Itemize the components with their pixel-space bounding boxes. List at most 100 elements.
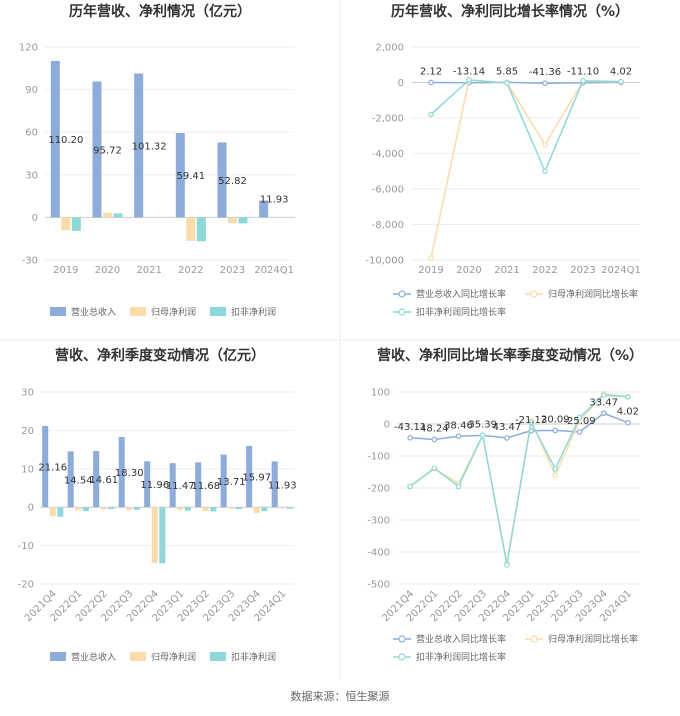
series-point-0: [542, 80, 548, 87]
legend-label: 归母净利润同比增长率: [548, 633, 638, 645]
series-point-1: [552, 472, 559, 479]
bar-0: [246, 445, 253, 508]
legend-swatch: [50, 307, 66, 316]
data-label: 21.16: [38, 463, 67, 474]
bar-2: [184, 507, 191, 511]
legend-label: 扣非净利润: [231, 306, 276, 318]
series-point-1: [428, 255, 434, 262]
bar-1: [228, 217, 237, 224]
y-tick-label: -2,000: [372, 114, 404, 125]
chart-title: 营收、净利同比增长率季度变动情况（%）: [377, 347, 643, 364]
data-label: 110.20: [48, 135, 83, 146]
y-tick-label: -20: [18, 580, 34, 591]
legend-marker: [398, 653, 406, 661]
chart-title: 历年营收、净利同比增长率情况（%）: [391, 3, 629, 20]
series-point-2: [504, 561, 510, 568]
legend-label: 营业总收入同比增长率: [416, 288, 506, 300]
legend-swatch: [50, 652, 66, 661]
x-tick-label: 2021: [494, 265, 519, 276]
bar-1: [75, 507, 82, 511]
legend-label: 营业总收入: [71, 651, 116, 663]
bar-0: [259, 200, 269, 218]
data-label: -13.14: [453, 67, 485, 78]
series-point-0: [552, 427, 559, 434]
series-point-2: [479, 432, 486, 439]
data-label: -21.13: [515, 415, 547, 426]
series-point-2: [504, 80, 510, 86]
bar-2: [159, 507, 166, 564]
data-label: -41.36: [529, 67, 561, 78]
series-point-2: [528, 419, 534, 426]
legend-label: 营业总收入同比增长率: [416, 633, 506, 645]
data-label: 11.68: [191, 481, 220, 492]
x-tick-label: 2019: [53, 265, 78, 276]
y-tick-label: 0: [32, 213, 38, 224]
data-label: 59.41: [177, 171, 206, 182]
legend-label: 营业总收入: [71, 306, 116, 318]
bar-2: [113, 213, 123, 218]
bar-2: [108, 507, 115, 510]
series-point-2: [625, 393, 631, 400]
data-label: -43.11: [394, 422, 426, 433]
legend-marker: [530, 635, 538, 643]
y-tick-label: 60: [25, 128, 38, 139]
legend-label: 归母净利润同比增长率: [548, 288, 638, 300]
bar-1: [279, 507, 286, 509]
data-label: 43.47: [493, 422, 522, 433]
y-tick-label: -400: [367, 548, 390, 559]
legend-marker: [398, 308, 406, 316]
series-point-0: [576, 429, 583, 435]
y-tick-label: 0: [384, 420, 390, 431]
bar-0: [217, 142, 227, 218]
y-tick-label: 20: [21, 426, 34, 437]
bar-1: [253, 507, 260, 513]
x-tick-label: 2022: [532, 265, 557, 276]
data-label: 95.72: [93, 145, 122, 156]
y-tick-label: -30: [22, 256, 38, 267]
data-label: 14.54: [64, 475, 93, 486]
bar-1: [202, 507, 209, 512]
bar-1: [228, 507, 235, 509]
bar-1: [177, 507, 184, 510]
series-point-2: [407, 483, 413, 490]
bar-1: [49, 507, 56, 517]
y-tick-label: 120: [19, 43, 38, 54]
x-tick-label: 2020: [95, 265, 120, 276]
series-point-2: [618, 78, 624, 85]
data-label: 2.12: [420, 66, 442, 77]
legend-swatch: [210, 307, 226, 316]
series-point-0: [407, 434, 413, 441]
bar-0: [195, 462, 202, 508]
y-tick-label: 0: [398, 78, 404, 89]
data-label: 13.71: [217, 477, 246, 488]
data-label: 20.09: [541, 414, 570, 425]
data-label: 11.93: [268, 480, 297, 491]
bar-0: [50, 60, 60, 218]
series-line-0: [410, 412, 629, 441]
series-point-2: [466, 77, 472, 83]
x-tick-label: 2022: [178, 265, 203, 276]
bar-2: [57, 507, 64, 517]
y-tick-label: 100: [371, 388, 390, 399]
bar-0: [271, 461, 278, 508]
legend-label: 归母净利润: [151, 651, 196, 663]
bar-0: [169, 463, 176, 508]
x-tick-label: 2023: [570, 265, 595, 276]
bar-1: [61, 217, 71, 231]
data-label: 4.02: [610, 66, 632, 77]
bar-0: [134, 73, 144, 218]
series-line-0: [430, 81, 622, 84]
series-point-0: [504, 435, 510, 441]
bar-1: [100, 507, 107, 510]
data-label: -25.09: [563, 416, 595, 427]
data-label: 11.47: [166, 481, 195, 492]
data-label: 4.02: [617, 407, 639, 418]
legend-label: 扣非净利润: [231, 651, 276, 663]
legend-label: 归母净利润: [151, 306, 196, 318]
chart-title: 历年营收、净利情况（亿元）: [69, 3, 251, 20]
data-label: 101.32: [132, 141, 167, 152]
data-label: 38.46: [444, 420, 473, 431]
bar-2: [238, 217, 248, 224]
bar-0: [42, 425, 49, 508]
legend-swatch: [130, 652, 146, 661]
